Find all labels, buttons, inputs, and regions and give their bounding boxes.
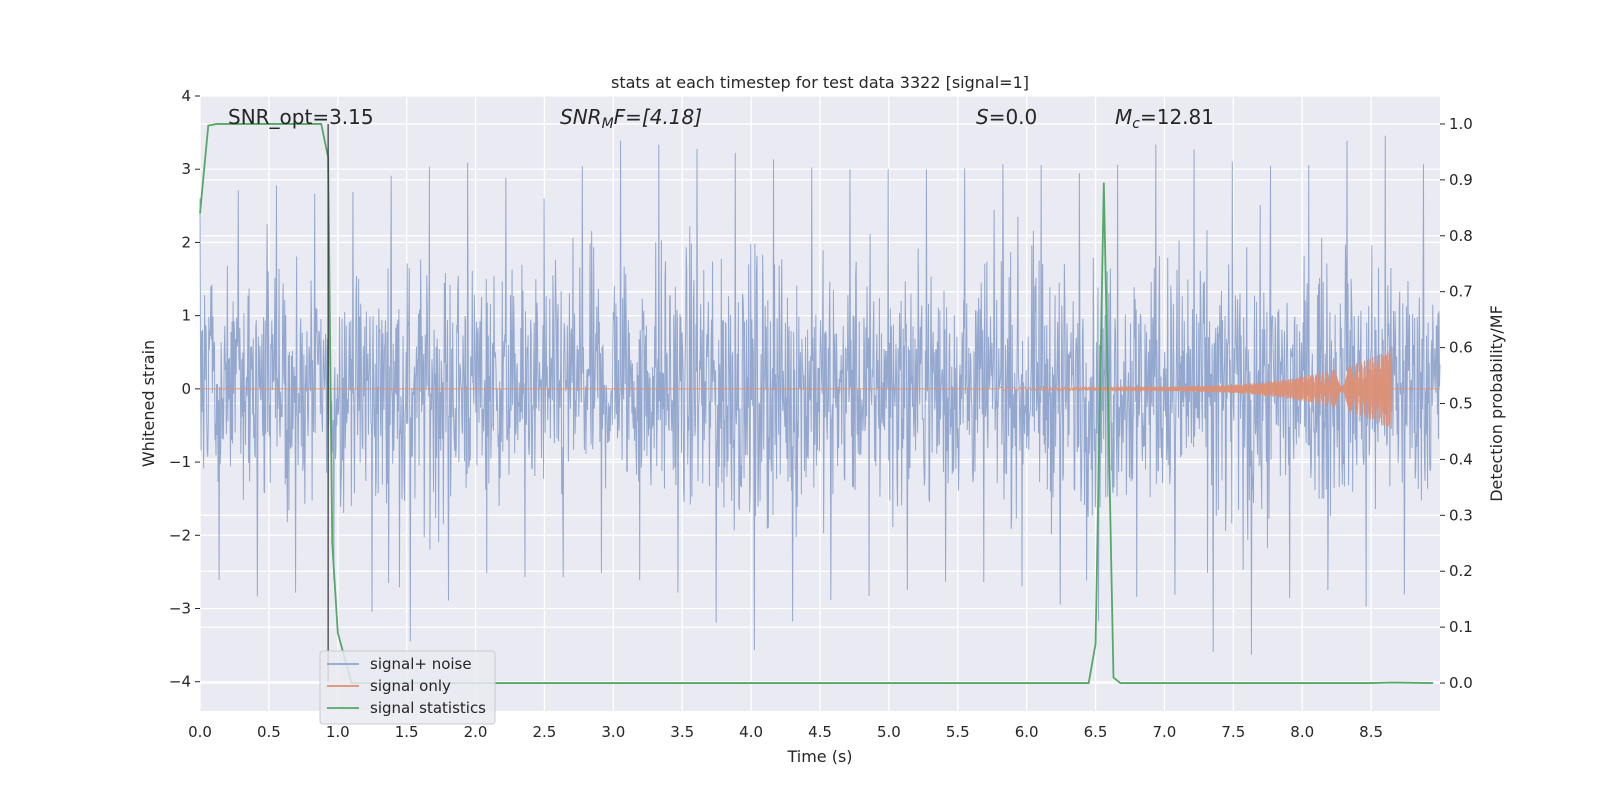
annotation-s: S=0.0 [976,105,1037,129]
noise-layer [199,135,1441,655]
x-tick-label: 5.0 [877,723,901,741]
annotation-mc-var: M [1115,105,1132,129]
y-axis-label: Whitened strain [139,340,158,467]
right-axis-ticks: 1.0 0.9 0.8 0.7 0.6 0.5 0.4 0.3 0.2 0.1 0.0 [1440,115,1473,692]
legend-box [319,650,496,725]
y-right-tick-label: 0.3 [1449,506,1473,524]
x-tick-label: 3.5 [670,723,694,741]
x-tick-label: 1.0 [326,723,350,741]
y-tick-label: 0 [181,380,191,398]
chirp-layer [200,349,1440,429]
x-tick-label: 5.5 [946,723,970,741]
annotation-snr-mf: SNRMF=[4.18] [560,105,702,132]
y-tick-label: 3 [181,160,191,178]
series-signal-statistics-line [199,123,1434,684]
annotation-mc-rest: =12.81 [1140,105,1214,129]
y-right-tick-label: 0.9 [1449,171,1473,189]
x-tick-label: 2.5 [533,723,557,741]
annotation-snr-mf-rest: F=[4.18] [614,105,702,129]
legend-label-stats: signal statistics [370,699,486,717]
y-tick-label: 2 [181,233,191,251]
y-axis-label-right: Detection probability/MF [1487,305,1506,502]
x-tick-label: 8.0 [1290,723,1314,741]
y-right-tick-label: 0.6 [1449,339,1473,357]
series-signal-only-line [200,349,1440,429]
x-tick-label: 7.5 [1221,723,1245,741]
x-tick-label: 1.5 [395,723,419,741]
chart-title: stats at each timestep for test data 332… [611,73,1029,92]
x-axis-ticks: 0.0 0.5 1.0 1.5 2.0 2.5 3.0 3.5 4.0 4.5 5.0 5.5 6.0 6… [188,723,1383,741]
y-tick-label: −1 [169,453,191,471]
annotation-snr-mf-var: SNR [560,105,602,129]
x-tick-label: 3.0 [601,723,625,741]
x-tick-label: 0.5 [257,723,281,741]
annotation-s-var: S [976,105,989,129]
annotation-mc: Mc=12.81 [1115,105,1214,132]
x-axis-label: Time (s) [786,747,852,766]
y-right-tick-label: 0.0 [1449,674,1473,692]
y-tick-label: 4 [181,87,191,105]
legend-label-noise: signal+ noise [370,655,472,673]
annotation-snr-opt: SNR_opt=3.15 [228,105,374,129]
left-axis-ticks: 4 3 2 1 0 −1 −2 −3 −4 [169,87,200,691]
y-tick-label: −2 [169,526,191,544]
x-tick-label: 8.5 [1359,723,1383,741]
y-right-tick-label: 0.7 [1449,283,1473,301]
stats-layer [199,123,1434,684]
annotation-snr-mf-sub: M [602,116,614,132]
x-tick-label: 0.0 [188,723,212,741]
y-right-tick-label: 0.8 [1449,227,1473,245]
y-right-tick-label: 0.1 [1449,618,1473,636]
annotation-mc-sub: c [1132,116,1140,132]
legend: signal+ noise signal only signal statist… [319,650,496,725]
y-tick-label: 1 [181,307,191,325]
y-right-tick-label: 0.5 [1449,395,1473,413]
x-tick-label: 4.0 [739,723,763,741]
y-right-tick-label: 0.4 [1449,450,1473,468]
series-signal-noise-line [199,135,1441,655]
x-tick-label: 6.0 [1015,723,1039,741]
y-tick-label: −3 [169,600,191,618]
x-tick-label: 6.5 [1084,723,1108,741]
legend-label-signal: signal only [370,677,451,695]
y-right-tick-label: 1.0 [1449,115,1473,133]
x-tick-label: 4.5 [808,723,832,741]
x-tick-label: 2.0 [464,723,488,741]
annotation-s-rest: =0.0 [989,105,1038,129]
y-right-tick-label: 0.2 [1449,562,1473,580]
x-tick-label: 7.0 [1153,723,1177,741]
y-tick-label: −4 [169,673,191,691]
